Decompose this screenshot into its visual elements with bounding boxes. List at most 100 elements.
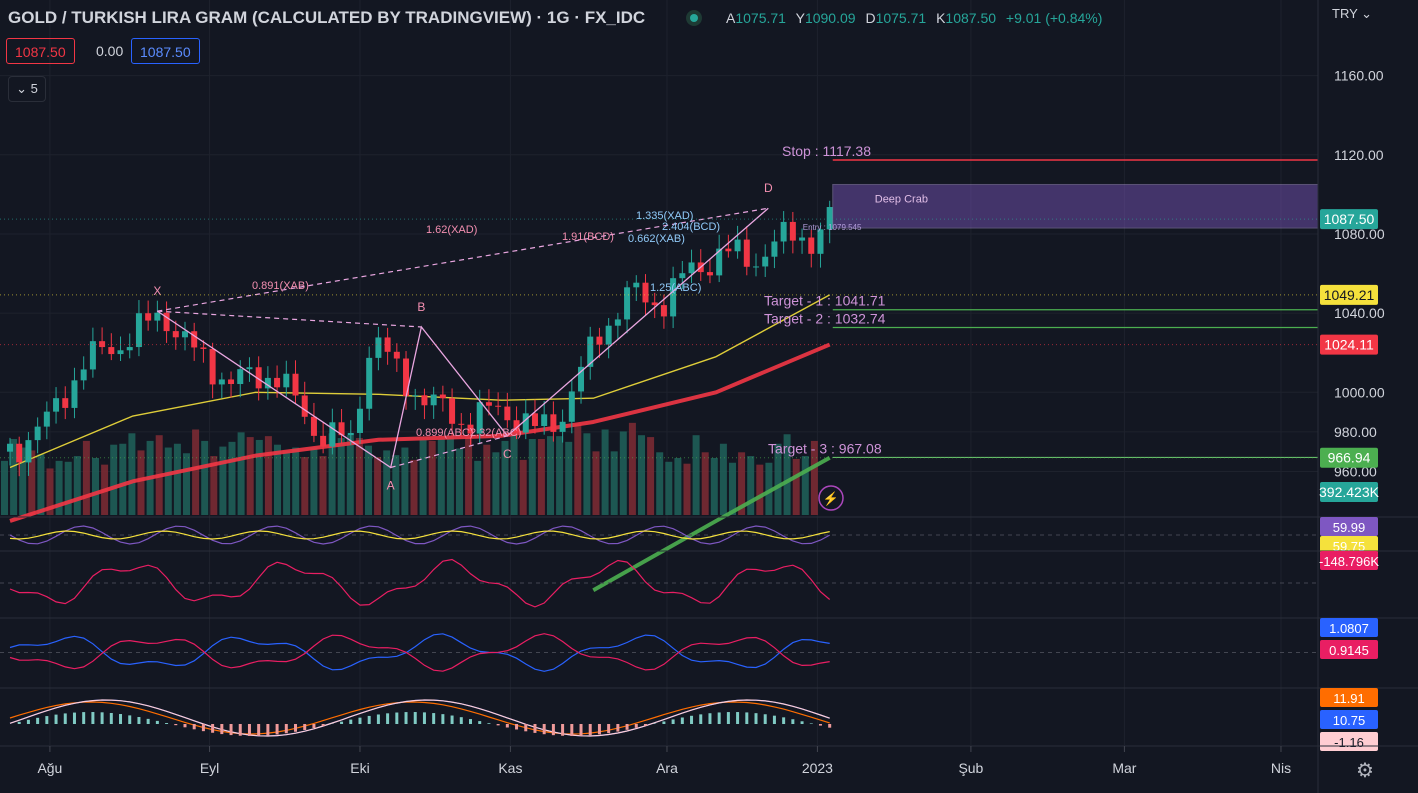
volume-bar <box>692 435 700 515</box>
macd-histogram-bar <box>17 721 21 724</box>
macd-histogram-bar <box>579 724 583 736</box>
candle-body <box>495 405 502 407</box>
macd-histogram-bar <box>238 724 242 736</box>
volume-bar <box>37 454 45 515</box>
candle-body <box>135 313 142 348</box>
macd-histogram-bar <box>699 714 703 724</box>
candle-body <box>467 424 474 434</box>
macd-histogram-bar <box>680 717 684 724</box>
macd-histogram-bar <box>229 724 233 736</box>
candle-body <box>89 341 96 370</box>
volume-bar <box>346 435 354 515</box>
chevron-down-icon: ⌄ <box>1361 6 1373 21</box>
pattern-xd-dashed <box>157 207 769 312</box>
candle-body <box>716 248 723 276</box>
volume-bar <box>328 433 336 515</box>
candle-body <box>605 325 612 345</box>
symbol-title[interactable]: GOLD / TURKISH LIRA GRAM (CALCULATED BY … <box>8 8 646 27</box>
candle-body <box>743 239 750 267</box>
x-tick-label: Eyl <box>200 760 219 776</box>
candle-body <box>522 413 529 433</box>
volume-bar <box>173 443 181 515</box>
currency-selector[interactable]: TRY ⌄ <box>1332 6 1372 22</box>
candle-body <box>458 423 465 425</box>
chevron-icon: ⌄ <box>16 81 28 96</box>
volume-bar <box>483 444 491 515</box>
target-label: Target - 2 : 1032.74 <box>764 310 886 326</box>
pattern-zone <box>832 183 1319 229</box>
macd-histogram-bar <box>303 724 307 730</box>
macd-histogram-bar <box>487 723 491 724</box>
settings-gear-icon[interactable]: ⚙ <box>1356 760 1374 782</box>
macd-histogram-bar <box>607 724 611 734</box>
y-tick-label: 1160.00 <box>1334 68 1384 84</box>
candle-body <box>679 273 686 279</box>
volume-bar <box>647 437 655 515</box>
x-tick-label: Mar <box>1112 760 1136 776</box>
price-label-box <box>1320 447 1378 468</box>
buy-button[interactable]: 1087.50 <box>131 38 200 64</box>
ohlc-high-key: Y <box>795 10 805 26</box>
pattern-point-label: X <box>153 284 161 298</box>
candle-body <box>53 398 60 412</box>
candle-body <box>476 402 483 434</box>
y-tick-label: 1120.00 <box>1334 147 1384 163</box>
macd-histogram-bar <box>625 724 629 730</box>
volume-bar <box>492 452 500 515</box>
candle-body <box>587 336 594 367</box>
sell-button[interactable]: 1087.50 <box>6 38 75 64</box>
volume-bar <box>574 424 582 515</box>
candle-body <box>734 239 741 252</box>
volume-bar <box>192 429 200 515</box>
volume-bar <box>1 460 8 515</box>
pane-value-text: -1.16 <box>1334 735 1364 750</box>
moving-average-line <box>9 342 831 523</box>
pattern-ratio-label: 1.335(XAD) <box>636 210 693 222</box>
price-label-text: 966.94 <box>1328 450 1371 466</box>
macd-histogram-bar <box>26 719 30 724</box>
volume-bar <box>219 446 227 515</box>
volume-bar <box>292 447 300 515</box>
price-label-box <box>1320 334 1378 355</box>
macd-histogram-bar <box>772 715 776 724</box>
moving-average-line <box>592 455 831 592</box>
volume-bar <box>792 458 800 515</box>
candle-body <box>366 357 373 409</box>
candle-body <box>163 312 170 332</box>
ohlc-open-key: A <box>726 10 736 26</box>
macd-histogram-bar <box>220 724 224 735</box>
candle-body <box>412 395 419 397</box>
volume-bar <box>656 452 664 515</box>
volume-bar <box>137 450 145 515</box>
candle-body <box>264 377 271 389</box>
volume-bar <box>428 440 436 515</box>
candle-body <box>670 278 677 317</box>
volume-bar <box>537 439 545 515</box>
volume-bar <box>310 447 318 515</box>
indicator-line <box>9 558 831 608</box>
candle-body <box>596 336 603 345</box>
macd-histogram-bar <box>128 715 132 724</box>
indicators-toggle[interactable]: ⌄ 5 <box>8 76 46 102</box>
pane-value-box <box>1320 618 1378 637</box>
candle-body <box>154 312 161 321</box>
macd-histogram-bar <box>515 724 519 730</box>
candle-body <box>808 237 815 254</box>
candle-body <box>25 440 32 463</box>
candle-body <box>43 411 50 427</box>
macd-histogram-bar <box>800 721 804 724</box>
candle-body <box>329 422 336 447</box>
volume-bar <box>465 437 473 515</box>
volume-bar <box>274 444 281 515</box>
candle-body <box>237 369 244 385</box>
macd-histogram-bar <box>72 712 76 724</box>
volume-bar <box>392 455 400 515</box>
macd-histogram-bar <box>367 715 371 724</box>
pane-value-box <box>1320 688 1378 707</box>
macd-histogram-bar <box>754 713 758 724</box>
macd-histogram-bar <box>524 724 528 732</box>
candle-body <box>126 347 133 351</box>
volume-bar <box>237 432 245 515</box>
macd-histogram-bar <box>146 718 150 724</box>
